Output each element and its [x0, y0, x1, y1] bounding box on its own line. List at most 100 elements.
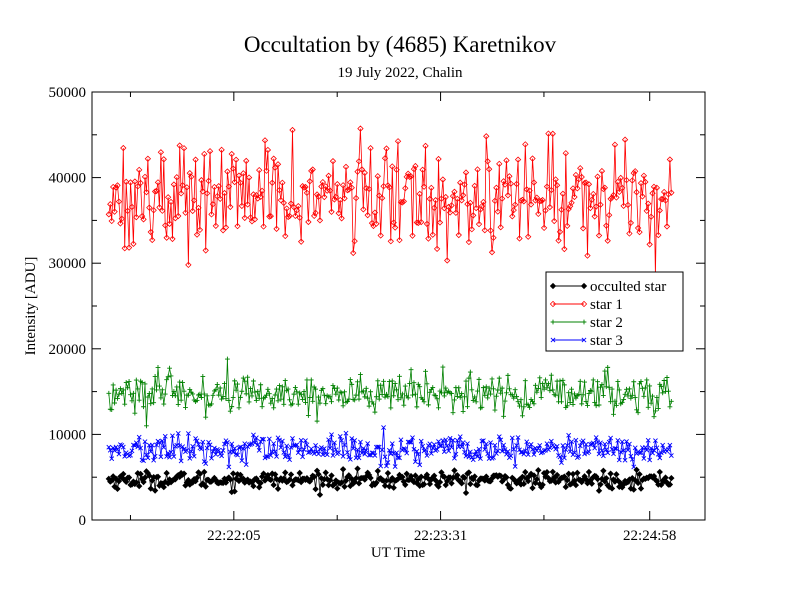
data-point [346, 396, 352, 402]
data-point [514, 442, 520, 448]
data-point [454, 437, 460, 443]
data-point [373, 220, 380, 227]
data-point [253, 398, 259, 403]
data-point [606, 384, 612, 390]
data-point [167, 198, 175, 206]
data-point [412, 391, 418, 397]
data-point [528, 441, 534, 447]
data-point [267, 212, 274, 220]
data-point [364, 212, 371, 219]
data-point [318, 183, 325, 190]
data-point [490, 234, 497, 241]
data-point [114, 182, 121, 189]
data-point [271, 164, 279, 171]
data-point [133, 213, 140, 221]
data-point [407, 381, 413, 386]
data-point [199, 480, 206, 487]
data-point [629, 456, 635, 462]
data-point [293, 207, 300, 214]
data-point [662, 197, 669, 204]
data-point [531, 452, 537, 457]
data-point [180, 145, 188, 152]
data-point [402, 481, 409, 488]
data-point [151, 487, 159, 494]
data-point [354, 465, 361, 472]
data-point [245, 174, 253, 181]
data-point [606, 439, 612, 445]
data-point [656, 207, 663, 214]
data-point [553, 446, 559, 452]
data-point [600, 393, 606, 398]
data-point [341, 195, 348, 202]
data-point [117, 386, 123, 392]
data-point [154, 179, 162, 186]
data-point [661, 378, 667, 383]
data-point [149, 442, 155, 448]
data-point [326, 187, 334, 194]
data-point [305, 413, 311, 418]
data-point [398, 437, 404, 443]
data-point [354, 168, 361, 175]
data-point [452, 397, 457, 403]
data-point [628, 453, 634, 459]
y-tick-label: 20000 [49, 342, 87, 358]
data-point [592, 400, 598, 405]
data-point [449, 192, 457, 200]
data-point [125, 244, 133, 251]
data-point [572, 391, 577, 397]
data-point [355, 379, 360, 385]
data-point [586, 391, 592, 396]
data-point [144, 452, 149, 458]
data-point [238, 394, 243, 400]
data-point [151, 457, 157, 463]
data-point [617, 174, 624, 182]
data-point [402, 185, 409, 192]
data-point [303, 189, 311, 197]
data-point [316, 394, 321, 400]
data-point [408, 439, 414, 445]
data-point [600, 467, 607, 474]
data-point [265, 386, 271, 392]
data-point [658, 195, 665, 203]
data-point [226, 464, 232, 470]
data-point [177, 379, 183, 385]
data-point [329, 399, 334, 405]
data-point [204, 393, 210, 399]
data-point [206, 439, 212, 445]
data-point [461, 474, 468, 481]
data-point [467, 369, 473, 375]
data-point [265, 454, 271, 460]
data-point [525, 233, 532, 240]
data-point [303, 438, 308, 444]
data-point [285, 386, 291, 392]
data-point [147, 228, 154, 236]
data-point [185, 392, 191, 398]
data-point [423, 368, 428, 374]
data-point [403, 470, 410, 477]
data-point [142, 381, 148, 387]
data-point [339, 182, 347, 189]
data-point [581, 179, 588, 187]
data-point [449, 444, 454, 450]
data-point [239, 458, 245, 463]
data-point [181, 446, 187, 452]
data-point [116, 451, 122, 457]
data-point [576, 454, 582, 459]
data-point [289, 126, 296, 134]
data-point [375, 444, 381, 450]
data-point [148, 449, 154, 455]
data-point [439, 390, 444, 396]
data-point [491, 386, 496, 392]
data-point [378, 382, 384, 388]
data-point [417, 384, 423, 390]
data-point [546, 203, 554, 211]
data-point [590, 377, 596, 383]
data-point [232, 378, 238, 384]
data-point [465, 238, 473, 246]
data-point [420, 481, 428, 488]
data-point [210, 392, 216, 398]
data-point [399, 199, 406, 206]
data-point [636, 228, 643, 236]
data-point [230, 449, 236, 455]
data-point [292, 443, 298, 448]
